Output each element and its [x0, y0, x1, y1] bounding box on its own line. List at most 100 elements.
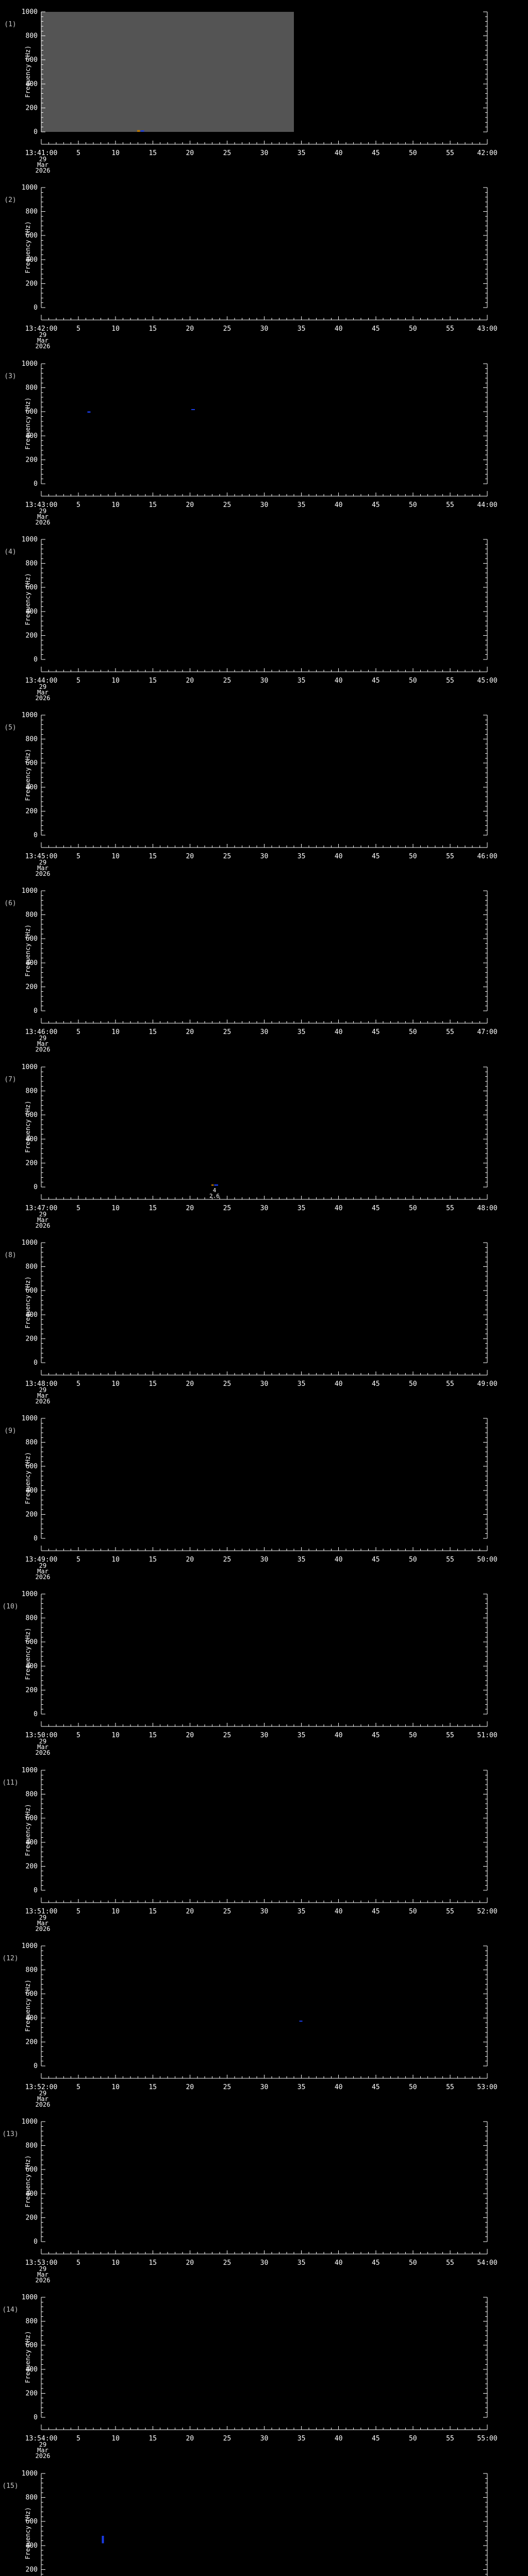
xtick-label: 40	[335, 2435, 343, 2443]
ytick-label: 200	[26, 807, 38, 815]
panel-number-label: (7)	[4, 1076, 16, 1083]
xtick-label: 10	[111, 1205, 120, 1212]
axes	[41, 1770, 488, 1903]
spectrogram-panel: 0 200 400 600 800 1000 (9) Frequency (Hz) 13:49:…	[4, 1415, 497, 1581]
xtick-label: 5	[76, 2259, 80, 2267]
xtick-label: 40	[335, 1556, 343, 1564]
xtick-label: 5	[76, 501, 80, 509]
date-label: 2026	[36, 1749, 51, 1756]
xtick-label: 55	[446, 1908, 454, 1916]
ytick-label: 0	[34, 1887, 38, 1894]
xtick-label: 15	[148, 2259, 157, 2267]
xtick-label: 45	[372, 2083, 380, 2091]
date-label: 29	[39, 1035, 46, 1042]
panel-number-label: (3)	[4, 372, 16, 380]
xtick-label: 25	[223, 677, 232, 685]
date-label: 29	[39, 859, 46, 866]
ytick-label: 1000	[22, 1239, 38, 1247]
xtick-label: 50	[409, 2435, 417, 2443]
xtick-label: 55	[446, 2083, 454, 2091]
xtick-label: 40	[335, 2259, 343, 2267]
axes	[41, 890, 488, 1024]
xtick-label: 40	[335, 677, 343, 685]
ytick-label: 400	[26, 2014, 38, 2022]
ytick-label: 800	[26, 2494, 38, 2502]
ytick-label: 200	[26, 1686, 38, 1694]
xtick-label: 30	[260, 677, 269, 685]
start-time-label: 13:50:00	[25, 1732, 58, 1739]
start-time-label: 13:46:00	[25, 1028, 58, 1036]
axes	[41, 539, 488, 672]
ytick-label: 600	[26, 408, 38, 416]
panel-number-label: (13)	[2, 2130, 18, 2138]
spectrogram-panel: 0 200 400 600 800 1000 (1) Frequency (Hz) 13:41:…	[4, 8, 497, 174]
xtick-label: 25	[223, 1556, 232, 1564]
xtick-label: 15	[148, 2083, 157, 2091]
xtick-label: 35	[298, 2083, 306, 2091]
panel-number-label: (10)	[2, 1603, 18, 1611]
date-label: 29	[39, 1211, 46, 1218]
xtick-label: 50	[409, 2083, 417, 2091]
start-time-label: 13:52:00	[25, 2083, 58, 2091]
frequency-axis-title: Frequency (Hz)	[24, 1628, 31, 1680]
ytick-label: 800	[26, 911, 38, 919]
ytick-label: 200	[26, 104, 38, 112]
xtick-label: 35	[298, 853, 306, 860]
date-label: Mar	[37, 1568, 48, 1575]
xtick-label: 10	[111, 1028, 120, 1036]
frequency-axis-title: Frequency (Hz)	[24, 1804, 31, 1856]
event-mark	[211, 1184, 214, 1186]
xtick-label: 45	[372, 2259, 380, 2267]
xtick-label: 35	[298, 677, 306, 685]
xtick-label: 25	[223, 853, 232, 860]
spectrogram-panel: 0 200 400 600 800 1000 (5) Frequency (Hz) 13:45:…	[4, 711, 497, 877]
ytick-label: 200	[26, 2038, 38, 2046]
ytick-label: 400	[26, 1311, 38, 1319]
xtick-label: 10	[111, 2083, 120, 2091]
spectrogram-panel: 0 200 400 600 800 1000 (6) Frequency (Hz) 13:46:…	[4, 887, 497, 1053]
xtick-label: 5	[76, 853, 80, 860]
ytick-label: 800	[26, 208, 38, 216]
xtick-label: 20	[186, 1908, 194, 1916]
spectrogram-panel: 0 200 400 600 800 1000 (2) Frequency (Hz) 13:42:…	[4, 184, 497, 350]
date-label: 2026	[36, 1398, 51, 1405]
panel-number-label: (9)	[4, 1427, 16, 1435]
start-time-label: 13:49:00	[25, 1556, 58, 1564]
axes	[41, 2121, 488, 2255]
xtick-label: 15	[148, 501, 157, 509]
date-label: 2026	[36, 2277, 51, 2284]
xtick-label: 20	[186, 2259, 194, 2267]
axes	[41, 1945, 488, 2079]
ytick-label: 600	[26, 232, 38, 240]
date-label: Mar	[37, 689, 48, 696]
xtick-label: 25	[223, 1908, 232, 1916]
xtick-label: 50	[409, 325, 417, 333]
date-label: Mar	[37, 1743, 48, 1751]
date-label: 2026	[36, 1573, 51, 1581]
panel-number-label: (1)	[4, 21, 16, 28]
panel-number-label: (12)	[2, 1955, 18, 1962]
spectrogram-panel: 0 200 400 600 800 1000 (13) Frequency (Hz) 13:53…	[2, 2118, 497, 2284]
xtick-label: 10	[111, 1556, 120, 1564]
frequency-axis-title: Frequency (Hz)	[24, 221, 31, 273]
event-mark	[137, 130, 140, 132]
date-label: 2026	[36, 343, 51, 350]
ytick-label: 1000	[22, 1942, 38, 1950]
xtick-label: 5	[76, 1908, 80, 1916]
xtick-label: 5	[76, 1205, 80, 1212]
xtick-label: 20	[186, 1732, 194, 1739]
event-annotation: 2.6	[209, 1193, 220, 1199]
xtick-label: 5	[76, 2435, 80, 2443]
event-mark	[299, 2020, 303, 2022]
xtick-label: 5	[76, 2083, 80, 2091]
spectrogram-panel: 0 200 400 600 800 1000 (4) Frequency (Hz) 13:44:…	[4, 536, 497, 702]
xtick-label: 50	[409, 149, 417, 157]
start-time-label: 13:43:00	[25, 501, 58, 509]
date-label: 29	[39, 2265, 46, 2273]
ytick-label: 600	[26, 1638, 38, 1646]
xtick-label: 35	[298, 1028, 306, 1036]
start-time-label: 13:47:00	[25, 1205, 58, 1212]
ytick-label: 1000	[22, 887, 38, 895]
xtick-label: 20	[186, 1380, 194, 1388]
